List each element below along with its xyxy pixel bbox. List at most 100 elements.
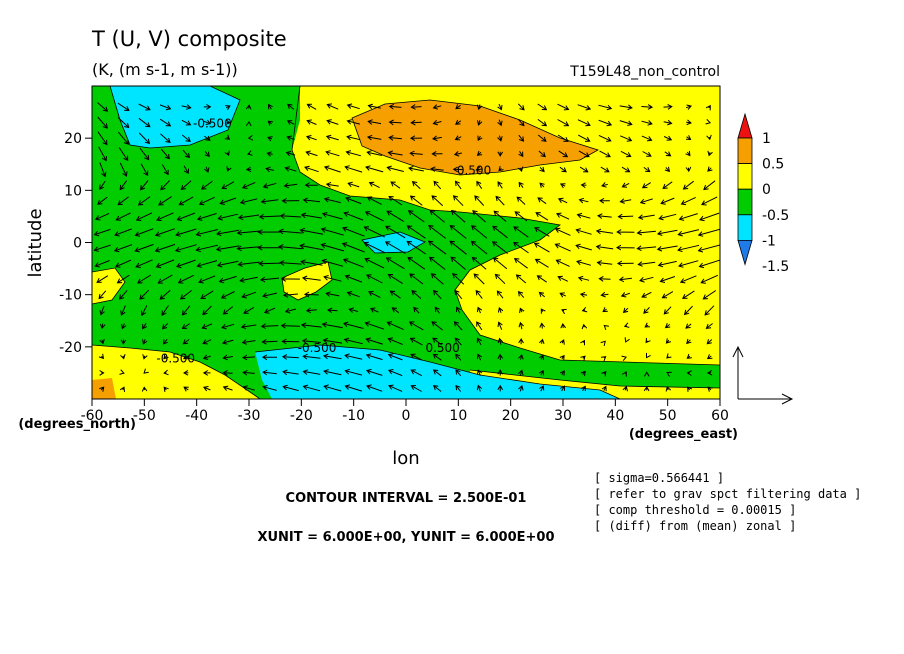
wind-vector — [221, 181, 235, 190]
wind-vector — [99, 338, 105, 345]
wind-vector — [636, 229, 656, 236]
wind-vector — [580, 385, 586, 392]
wind-vector — [686, 370, 692, 376]
wind-vector — [98, 290, 107, 300]
wind-vector — [387, 273, 403, 285]
wind-vector — [163, 369, 169, 376]
wind-vector — [455, 384, 461, 392]
wind-vector — [304, 165, 319, 173]
wind-vector — [161, 305, 169, 317]
wind-vector — [656, 229, 678, 236]
wind-vector — [600, 356, 607, 362]
wind-vector — [200, 180, 213, 190]
wind-vector — [576, 212, 591, 219]
wind-vector — [284, 166, 297, 172]
wind-vector — [242, 354, 256, 361]
wind-vector — [241, 182, 256, 189]
wind-vector — [410, 385, 422, 392]
wind-vector — [241, 339, 256, 345]
contour-label: -0.500 — [156, 351, 195, 365]
wind-vector — [639, 198, 653, 205]
wind-vector — [202, 305, 212, 316]
y-unit-label: (degrees_north) — [18, 417, 136, 432]
wind-vector — [365, 368, 383, 376]
wind-vector — [455, 353, 462, 361]
colorbar-tick-label: 1 — [762, 131, 771, 147]
wind-vector — [408, 165, 424, 172]
wind-vector — [497, 321, 503, 330]
wind-vector — [204, 150, 210, 158]
wind-vector — [159, 104, 172, 111]
wind-vector — [220, 291, 235, 299]
wind-vector — [161, 164, 169, 176]
wind-vector — [201, 323, 213, 330]
wind-vector — [181, 104, 192, 110]
wind-vector — [119, 386, 125, 392]
wind-vector — [557, 134, 569, 142]
wind-vector — [325, 291, 340, 297]
wind-vector — [514, 211, 528, 222]
wind-vector — [601, 370, 607, 377]
wind-vector — [513, 241, 529, 254]
wind-vector — [93, 228, 111, 237]
wind-vector — [518, 151, 524, 158]
wind-vector — [664, 151, 672, 157]
wind-vector — [325, 150, 340, 157]
colorbar-cell — [737, 239, 753, 266]
wind-vector — [344, 274, 363, 283]
wind-vector — [388, 119, 402, 126]
wind-vector — [598, 134, 612, 142]
wind-vector — [344, 368, 363, 376]
wind-vector — [327, 307, 338, 314]
wind-vector — [299, 227, 324, 235]
wind-vector — [323, 197, 341, 204]
wind-vector — [637, 214, 655, 220]
wind-vector — [685, 166, 692, 173]
wind-vector — [497, 103, 503, 111]
wind-vector — [119, 162, 128, 177]
wind-vector — [473, 273, 485, 285]
wind-vector — [600, 340, 606, 347]
wind-vector — [517, 103, 525, 111]
wind-vector — [410, 353, 423, 361]
wind-vector — [196, 213, 217, 221]
wind-vector — [559, 292, 567, 298]
wind-vector — [518, 384, 524, 392]
wind-vector — [385, 257, 405, 270]
wind-vector — [706, 134, 712, 141]
wind-vector — [538, 369, 544, 376]
wind-vector — [596, 260, 613, 266]
wind-vector — [677, 229, 700, 237]
wind-vector — [449, 224, 467, 239]
wind-vector — [182, 339, 190, 345]
wind-vector — [141, 386, 148, 392]
wind-vector — [409, 135, 423, 142]
colorbar-cell — [737, 137, 753, 165]
wind-vector — [180, 180, 192, 191]
wind-vector — [580, 355, 586, 361]
wind-vector — [595, 228, 614, 235]
wind-vector — [624, 337, 630, 343]
wind-vector — [450, 209, 466, 223]
wind-vector — [364, 321, 384, 330]
wind-vector — [432, 119, 442, 126]
low-patch-equator — [362, 232, 425, 253]
wind-vector — [539, 182, 545, 188]
wind-vector — [142, 354, 148, 360]
wind-vector — [406, 240, 426, 255]
wind-vector — [301, 338, 321, 344]
wind-vector — [119, 180, 128, 191]
wind-vector — [325, 134, 339, 141]
x-tick-label: -10 — [342, 408, 365, 424]
wind-vector — [260, 198, 279, 205]
wind-vector — [575, 228, 592, 235]
wind-vector — [657, 260, 677, 268]
wind-vector — [225, 119, 231, 126]
wind-vector — [430, 166, 444, 172]
wind-vector — [450, 256, 466, 270]
wind-vector — [492, 257, 508, 270]
wind-vector — [216, 260, 239, 268]
wind-vector — [698, 259, 720, 269]
wind-vector — [661, 291, 674, 299]
wind-vector — [322, 337, 343, 344]
